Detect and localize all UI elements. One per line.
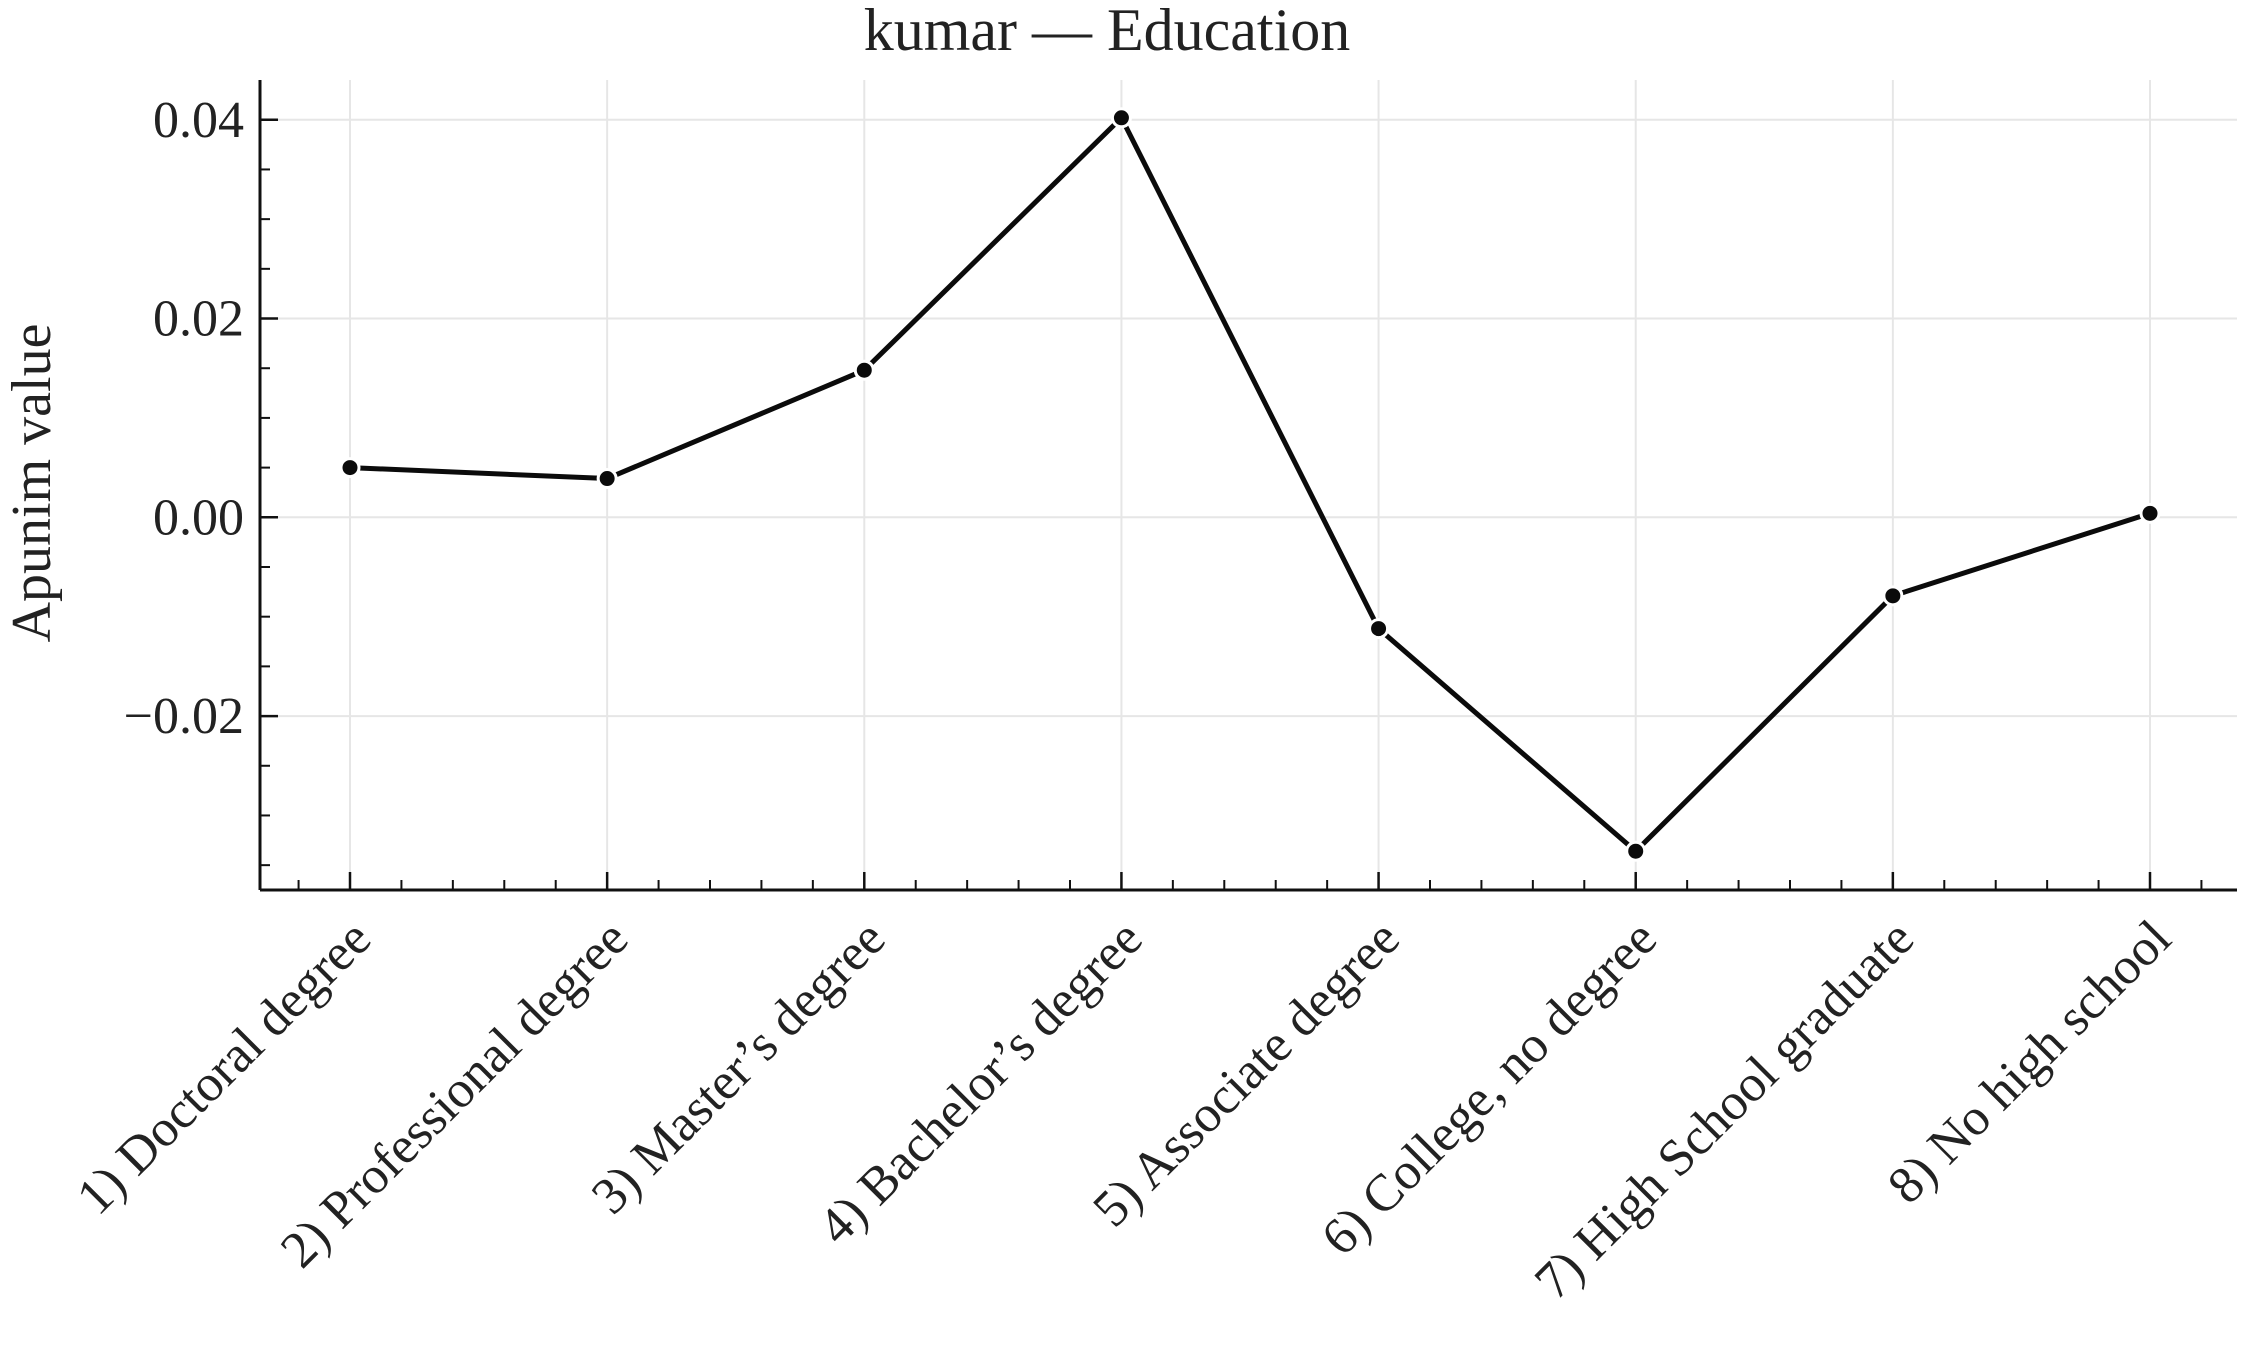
series-line bbox=[347, 115, 2153, 854]
data-point bbox=[1110, 107, 1132, 129]
y-tick-label: −0.02 bbox=[124, 688, 244, 745]
data-point bbox=[2139, 502, 2161, 524]
data-point bbox=[853, 359, 875, 381]
y-tick-label: 0.00 bbox=[153, 489, 244, 546]
y-tick-label: 0.04 bbox=[153, 92, 244, 149]
data-point bbox=[596, 468, 618, 490]
axis-ticks bbox=[260, 118, 2203, 890]
data-series bbox=[339, 107, 2161, 862]
chart-title: kumar — Education bbox=[864, 0, 1351, 63]
y-tick-label: 0.02 bbox=[153, 291, 244, 348]
gridlines bbox=[260, 80, 2237, 890]
data-point bbox=[1625, 840, 1647, 862]
x-tick-label: 8) No high school bbox=[1877, 910, 2182, 1215]
data-point bbox=[1882, 585, 1904, 607]
data-point bbox=[1368, 618, 1390, 640]
axes bbox=[258, 80, 2237, 892]
data-point bbox=[339, 457, 361, 479]
y-axis-label: Apunim value bbox=[1, 324, 63, 643]
